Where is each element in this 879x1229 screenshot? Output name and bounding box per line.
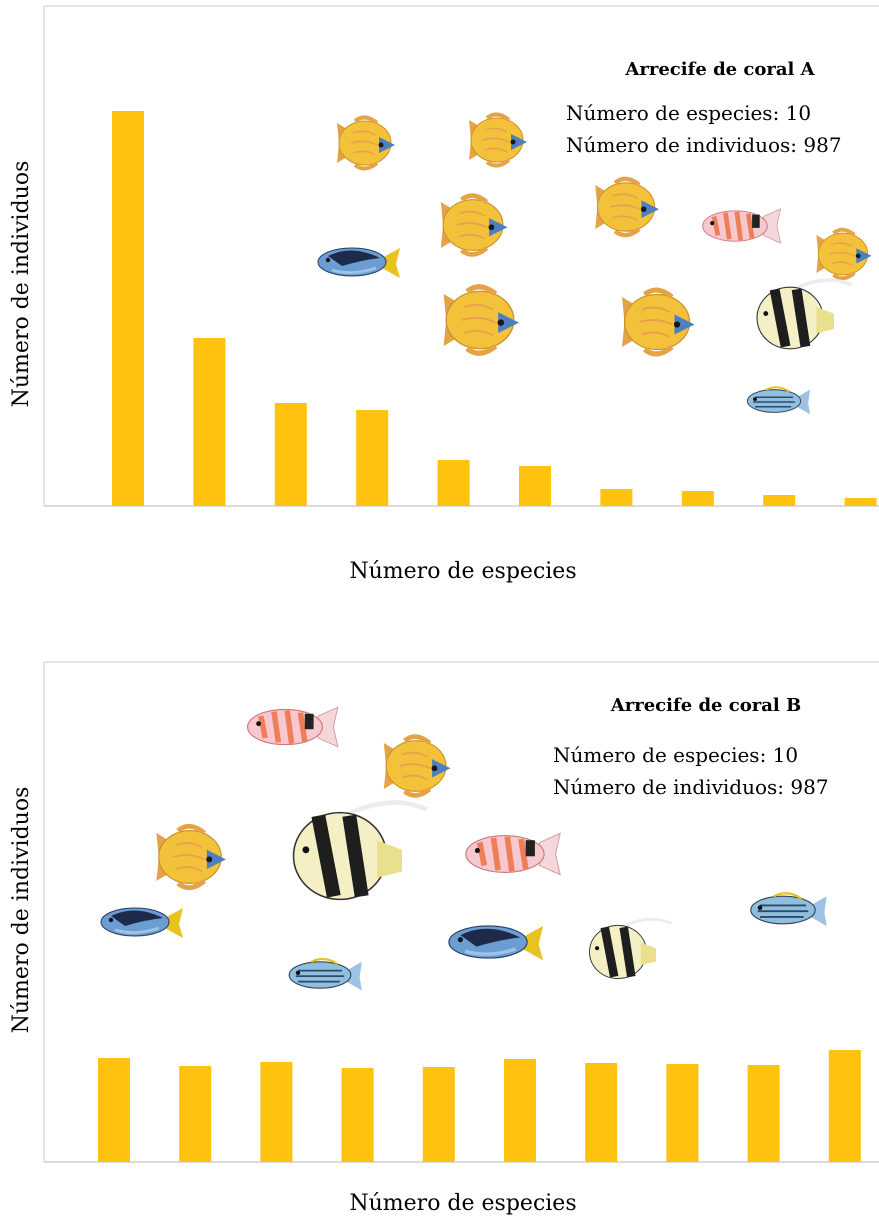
panel-b-bar-1	[98, 1058, 130, 1162]
butterflyfish-icon	[335, 115, 397, 171]
panel-b-bar-9	[747, 1065, 780, 1162]
hawkfish-icon	[703, 209, 781, 243]
panel-b-frame	[43, 661, 879, 1162]
panel-b-bar-3	[260, 1062, 293, 1162]
butterflyfish-icon	[814, 227, 874, 281]
panel-b-x-label: Número de especies	[349, 1191, 576, 1216]
bannerfish-icon	[590, 919, 672, 978]
panel-b-bars	[98, 1050, 861, 1162]
panel-b-bar-4	[341, 1068, 374, 1162]
panel-b-bar-2	[179, 1066, 212, 1162]
butterflyfish-icon	[441, 196, 508, 255]
panel-a-bar-3	[274, 403, 307, 506]
panel-b-bar-8	[666, 1064, 699, 1162]
panel-a-bar-10	[844, 498, 877, 506]
panel-a-bars	[112, 111, 877, 506]
blue-tang-icon	[99, 906, 185, 940]
panel-a-bar-7	[600, 489, 633, 506]
panel-b-bar-5	[422, 1067, 455, 1162]
bannerfish-icon	[757, 280, 852, 349]
panel-a-bar-5	[437, 460, 470, 506]
panel-a-bar-4	[356, 410, 389, 506]
panel-a-frame	[43, 5, 879, 506]
panel-a-bar-1	[112, 111, 144, 506]
hawkfish-icon	[466, 833, 560, 874]
panel-a-bar-6	[519, 466, 551, 506]
panel-b-y-label: Número de individuos	[9, 787, 34, 1034]
panel-b-title: Arrecife de coral B	[610, 695, 801, 716]
panel-a-x-label: Número de especies	[349, 559, 576, 584]
panel-a-species-count: Número de especies: 10	[566, 101, 811, 125]
panel-a-fish	[316, 112, 874, 416]
striped-wrasse-icon	[288, 957, 363, 992]
panel-b-bar-7	[585, 1063, 618, 1162]
panel-a-individuals-count: Número de individuos: 987	[566, 133, 842, 157]
panel-b-bar-6	[504, 1059, 536, 1162]
panel-a-title: Arrecife de coral A	[624, 59, 815, 80]
blue-tang-icon	[447, 924, 545, 963]
striped-wrasse-icon	[746, 386, 812, 416]
panel-b: Arrecife de coral B Número de especies: …	[9, 661, 879, 1216]
bannerfish-icon	[294, 803, 427, 900]
panel-a-bar-9	[763, 495, 796, 506]
butterflyfish-icon	[595, 179, 659, 235]
butterflyfish-icon	[622, 290, 695, 354]
panel-b-species-count: Número de especies: 10	[553, 743, 798, 767]
hawkfish-icon	[248, 707, 338, 747]
butterflyfish-icon	[467, 112, 529, 168]
panel-a-y-label: Número de individuos	[9, 161, 34, 408]
striped-wrasse-icon	[749, 892, 828, 928]
butterflyfish-icon	[444, 287, 519, 353]
panel-a-bar-2	[193, 338, 226, 506]
panel-a-bar-8	[681, 491, 714, 506]
panel-b-bar-10	[828, 1050, 861, 1162]
panel-a: Arrecife de coral A Número de especies: …	[9, 5, 879, 584]
butterflyfish-icon	[156, 826, 226, 887]
blue-tang-icon	[316, 246, 402, 280]
butterflyfish-icon	[384, 737, 451, 796]
panel-b-individuals-count: Número de individuos: 987	[553, 775, 829, 799]
